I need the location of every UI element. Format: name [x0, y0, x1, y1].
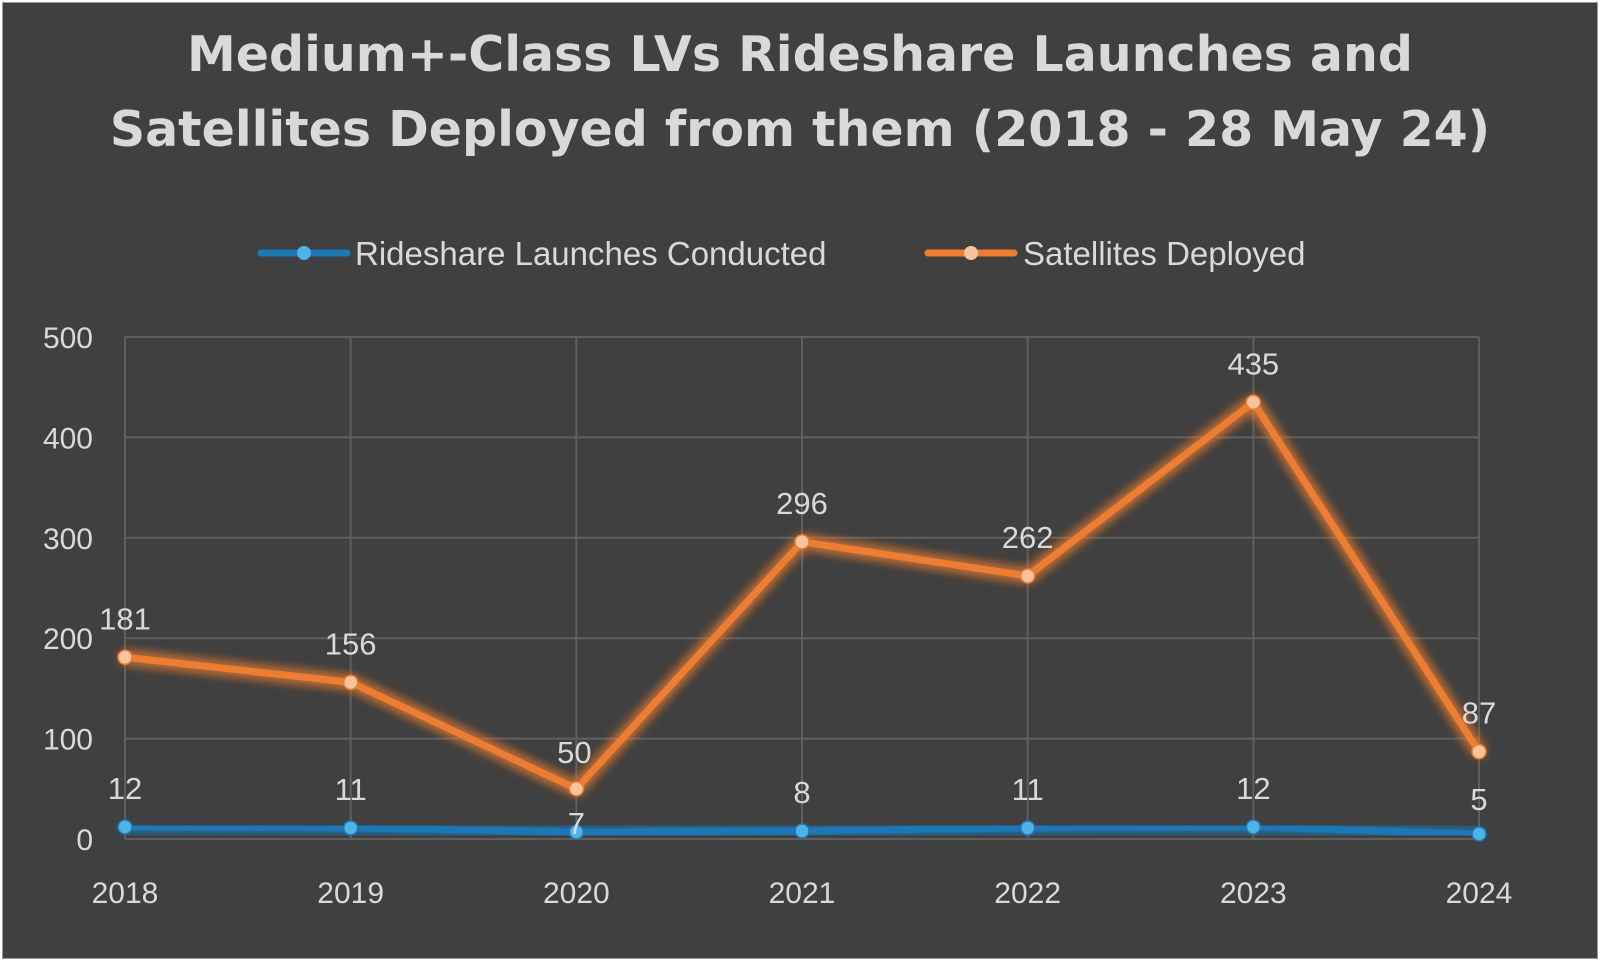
data-point	[117, 649, 133, 666]
data-label: 435	[1227, 346, 1279, 381]
x-tick-label: 2022	[994, 877, 1061, 910]
data-point	[794, 534, 810, 550]
x-tick-label: 2021	[769, 877, 836, 910]
y-tick-label: 300	[43, 523, 93, 556]
x-tick-label: 2023	[1220, 877, 1287, 910]
data-label: 12	[108, 771, 142, 806]
data-label: 50	[557, 735, 591, 770]
chart-title-line-1: Medium+-Class LVs Rideshare Launches and	[187, 26, 1413, 83]
data-point	[568, 781, 585, 797]
data-label: 181	[99, 601, 151, 636]
x-tick-label: 2019	[317, 877, 384, 910]
legend-marker-1	[964, 246, 978, 260]
legend-label-1: Satellites Deployed	[1023, 235, 1306, 272]
data-label: 7	[568, 806, 585, 841]
data-label: 262	[1002, 520, 1054, 555]
y-tick-label: 400	[43, 422, 93, 455]
x-tick-label: 2024	[1446, 877, 1513, 910]
data-point	[1471, 743, 1487, 760]
legend-label-0: Rideshare Launches Conducted	[355, 235, 827, 272]
data-point	[794, 823, 810, 839]
data-point	[568, 824, 585, 840]
chart-title: Medium+-Class LVs Rideshare Launches and…	[3, 17, 1597, 167]
data-label: 11	[1012, 772, 1044, 807]
x-tick-label: 2018	[92, 877, 159, 910]
line-chart: 0 100 200 300 400 500 2018 2019 2020 2021 2022 2023…	[43, 235, 1513, 910]
chart-title-line-2: Satellites Deployed from them (2018 - 28…	[109, 101, 1491, 158]
data-label: 156	[325, 626, 377, 661]
data-point	[1019, 820, 1036, 836]
y-tick-label: 0	[76, 824, 93, 857]
data-point	[1471, 826, 1487, 842]
data-point	[117, 819, 133, 835]
y-tick-label: 200	[43, 623, 93, 656]
data-label: 5	[1470, 782, 1487, 817]
data-point	[1245, 394, 1262, 411]
data-point	[1019, 568, 1036, 584]
data-label: 11	[335, 772, 367, 807]
x-tick-label: 2020	[543, 877, 610, 910]
legend-marker-0	[297, 246, 311, 260]
data-point	[342, 674, 359, 691]
y-tick-label: 100	[43, 724, 93, 757]
data-label: 87	[1462, 696, 1496, 731]
data-point	[1245, 819, 1262, 835]
y-tick-label: 500	[43, 322, 93, 355]
data-label: 8	[793, 775, 810, 810]
data-label: 296	[776, 486, 828, 521]
data-point	[342, 820, 359, 836]
data-label: 12	[1236, 771, 1270, 806]
